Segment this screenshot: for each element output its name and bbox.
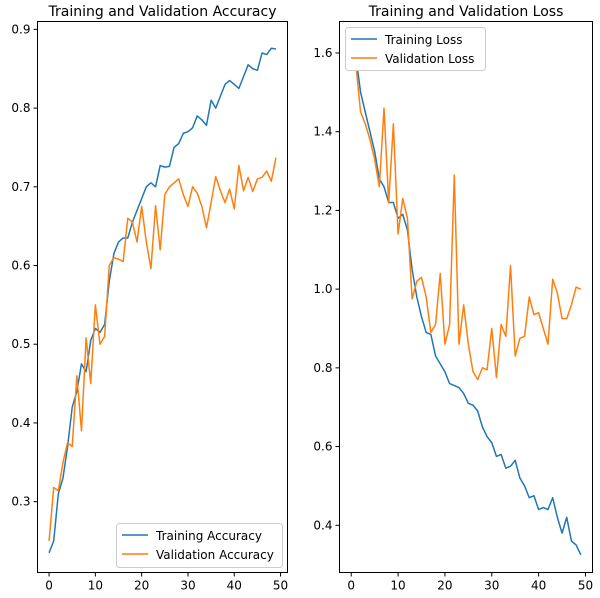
accuracy-xtick-label: 30 (180, 579, 195, 593)
accuracy-ytick-label: 0.9 (11, 22, 30, 36)
accuracy-xtick-label: 50 (273, 579, 288, 593)
accuracy-ytick-label: 0.4 (11, 416, 30, 430)
accuracy-chart: Training and Validation Accuracy 0 10 20 30… (11, 4, 288, 593)
loss-chart-title: Training and Validation Loss (368, 4, 564, 20)
loss-xtick-label: 40 (531, 579, 546, 593)
series-line-validation-accuracy (48, 157, 277, 542)
loss-chart: Training and Validation Loss 0 10 20 30 40 50… (313, 4, 593, 593)
loss-plot-frame (339, 21, 593, 573)
accuracy-ytick-label: 0.3 (11, 495, 30, 509)
loss-ytick-label: 1.4 (313, 125, 332, 139)
series-line-training-loss (350, 52, 582, 556)
accuracy-xtick-label: 20 (134, 579, 149, 593)
series-line-validation-loss (350, 52, 582, 381)
accuracy-ytick-label: 0.7 (11, 180, 30, 194)
series-line-training-accuracy (48, 47, 277, 554)
accuracy-legend-box (116, 523, 283, 568)
legend-label-training-accuracy: Training Accuracy (155, 529, 262, 543)
loss-ytick-label: 1.6 (313, 46, 332, 60)
accuracy-ytick-label: 0.8 (11, 101, 30, 115)
loss-xtick-label: 0 (347, 579, 355, 593)
loss-ytick-label: 0.6 (313, 440, 332, 454)
loss-xtick-label: 50 (578, 579, 593, 593)
accuracy-legend: Training Accuracy Validation Accuracy (116, 523, 283, 568)
accuracy-xtick-label: 10 (88, 579, 103, 593)
loss-ytick-label: 0.8 (313, 361, 332, 375)
accuracy-chart-title: Training and Validation Accuracy (48, 4, 277, 20)
legend-label-validation-loss: Validation Loss (385, 52, 474, 66)
legend-label-validation-accuracy: Validation Accuracy (156, 548, 274, 562)
loss-ytick-label: 1.0 (313, 282, 332, 296)
loss-xtick-label: 10 (390, 579, 405, 593)
loss-legend-box (345, 27, 486, 71)
loss-xtick-label: 30 (484, 579, 499, 593)
accuracy-ytick-label: 0.6 (11, 259, 30, 273)
legend-label-training-loss: Training Loss (384, 33, 462, 47)
loss-xtick-label: 20 (437, 579, 452, 593)
accuracy-xtick-label: 0 (45, 579, 53, 593)
accuracy-xtick-label: 40 (227, 579, 242, 593)
loss-ytick-label: 1.2 (313, 203, 332, 217)
accuracy-plot-frame (37, 21, 288, 573)
loss-ytick-label: 0.4 (313, 518, 332, 532)
accuracy-ytick-label: 0.5 (11, 337, 30, 351)
loss-legend: Training Loss Validation Loss (345, 27, 486, 71)
